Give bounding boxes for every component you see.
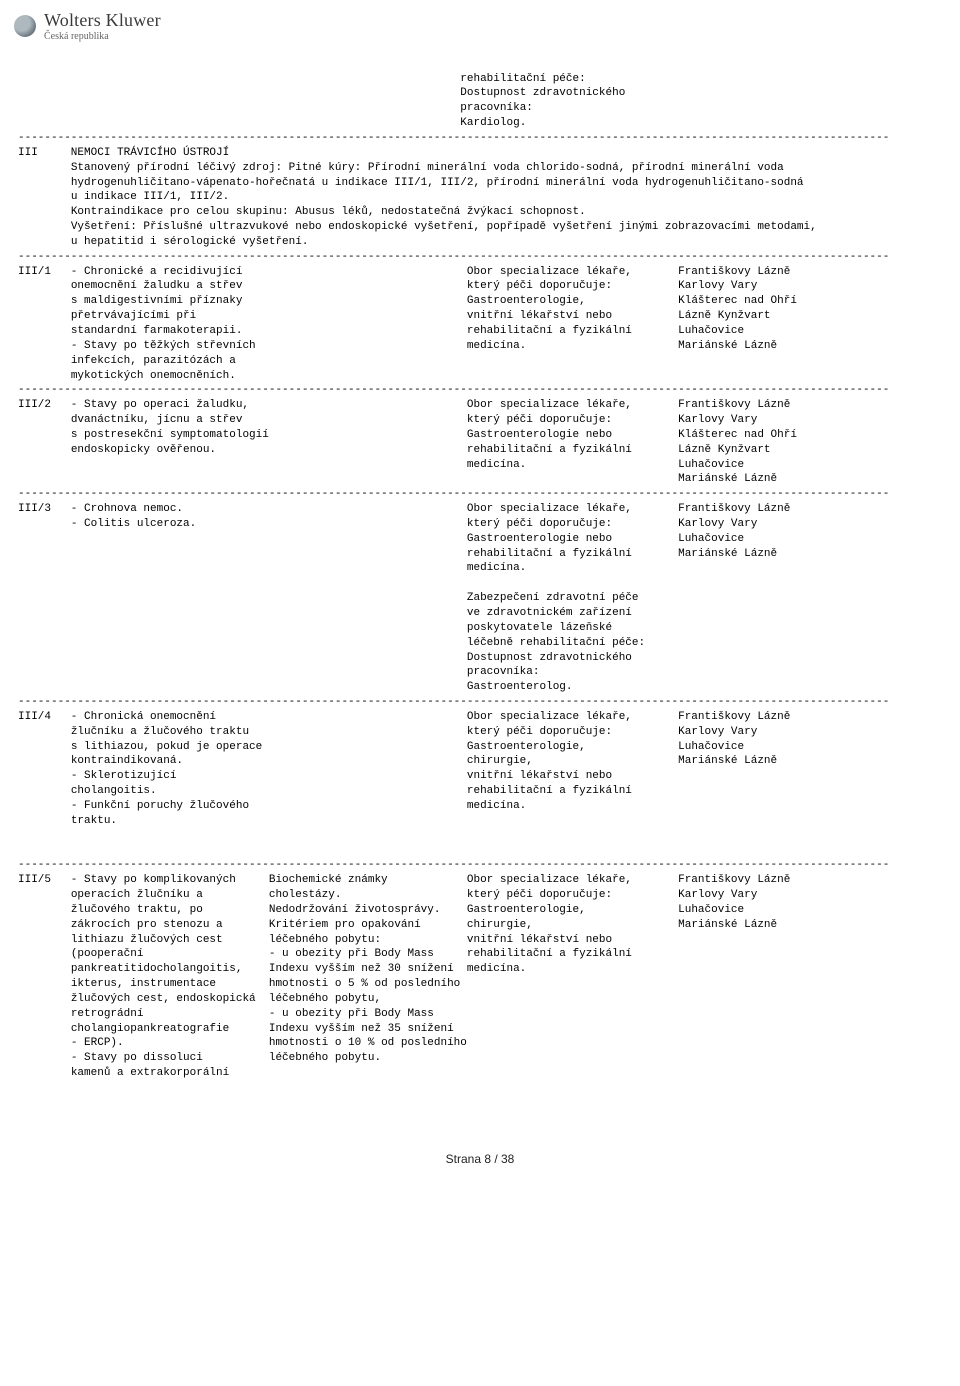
brand-text: Wolters Kluwer Česká republika <box>44 8 161 44</box>
brand-header: Wolters Kluwer Česká republika <box>0 0 960 47</box>
page-footer: Strana 8 / 38 <box>0 1121 960 1181</box>
page-body: rehabilitační péče: Dostupnost zdravotni… <box>0 47 960 1121</box>
brand-sub: Česká republika <box>44 30 161 44</box>
brand-main: Wolters Kluwer <box>44 8 161 32</box>
logo-icon <box>14 15 36 37</box>
document-text: rehabilitační péče: Dostupnost zdravotni… <box>18 57 942 1081</box>
